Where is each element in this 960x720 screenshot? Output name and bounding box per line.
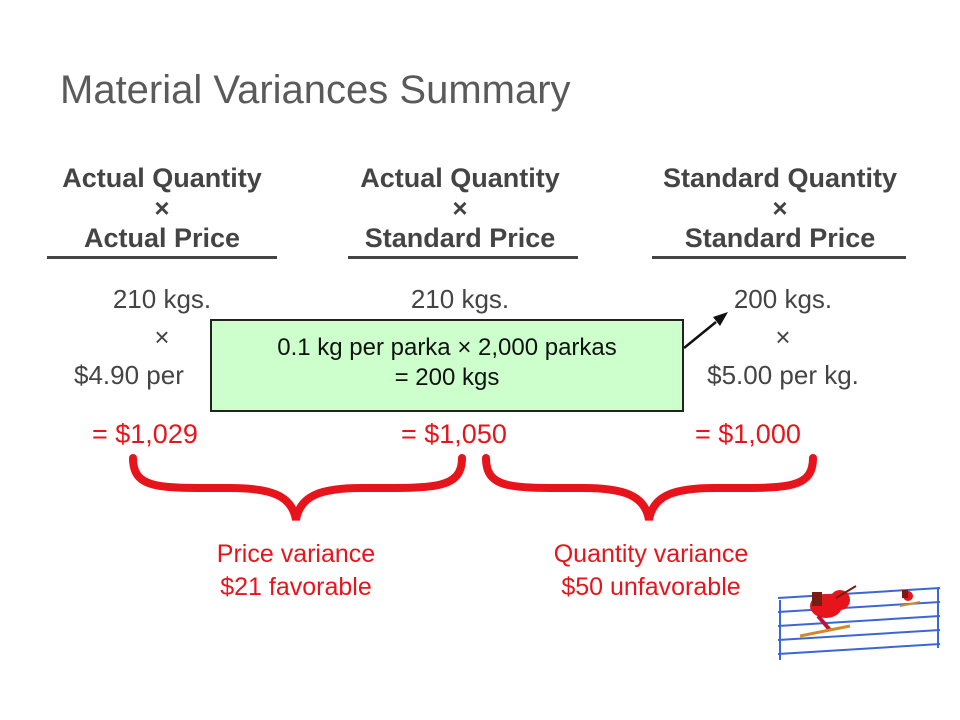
column-header-line1: Actual Quantity bbox=[62, 163, 262, 193]
total-value: = $1,029 bbox=[92, 419, 198, 449]
header-underline bbox=[348, 256, 578, 259]
column-header-line2: Standard Price bbox=[364, 223, 556, 253]
price-variance-brace bbox=[129, 454, 466, 521]
column-header-line1: Standard Quantity bbox=[662, 163, 898, 193]
column-actual-standard: Actual Quantity × Standard Price bbox=[338, 163, 582, 253]
header-underline bbox=[652, 256, 906, 259]
slide-title: Material Variances Summary bbox=[60, 68, 571, 112]
standard-quantity-callout: 0.1 kg per parka × 2,000 parkas = 200 kg… bbox=[210, 319, 684, 412]
callout-line2: = 200 kgs bbox=[394, 364, 500, 391]
quantity-variance-brace bbox=[482, 454, 817, 521]
column-header-line2: Actual Price bbox=[83, 223, 241, 253]
callout-arrow bbox=[683, 321, 717, 349]
price-value: $4.90 per bbox=[74, 360, 184, 390]
quantity-value: 200 kgs. bbox=[733, 284, 833, 314]
quantity-value: 210 kgs. bbox=[410, 284, 510, 314]
variance-amount: $21 favorable bbox=[220, 573, 372, 601]
total-value: = $1,000 bbox=[695, 419, 801, 449]
multiply-sign: × bbox=[154, 322, 170, 352]
skier-icon bbox=[777, 585, 941, 660]
quantity-variance-label: Quantity variance $50 unfavorable bbox=[520, 538, 782, 604]
total-value: = $1,050 bbox=[401, 419, 507, 449]
price-value: $5.00 per kg. bbox=[707, 360, 859, 390]
column-values: 210 kgs. × $4.90 per bbox=[40, 280, 284, 394]
header-underline bbox=[47, 256, 277, 259]
column-header-line1: Actual Quantity bbox=[360, 163, 560, 193]
arrow-head-icon bbox=[713, 312, 728, 326]
variance-amount: $50 unfavorable bbox=[561, 573, 741, 601]
column-actual-actual: Actual Quantity × Actual Price bbox=[40, 163, 284, 253]
column-standard-standard: Standard Quantity × Standard Price bbox=[638, 163, 922, 253]
multiply-sign: × bbox=[775, 322, 791, 352]
column-header-line2: Standard Price bbox=[684, 223, 876, 253]
multiply-sign: × bbox=[154, 193, 170, 223]
variance-name: Price variance bbox=[216, 540, 376, 568]
multiply-sign: × bbox=[772, 193, 788, 223]
column-values: 200 kgs. × $5.00 per kg. bbox=[678, 280, 888, 394]
quantity-value: 210 kgs. bbox=[112, 284, 212, 314]
variance-name: Quantity variance bbox=[553, 540, 749, 568]
callout-line1: 0.1 kg per parka × 2,000 parkas bbox=[277, 334, 617, 361]
multiply-sign: × bbox=[452, 193, 468, 223]
price-variance-label: Price variance $21 favorable bbox=[186, 538, 406, 604]
